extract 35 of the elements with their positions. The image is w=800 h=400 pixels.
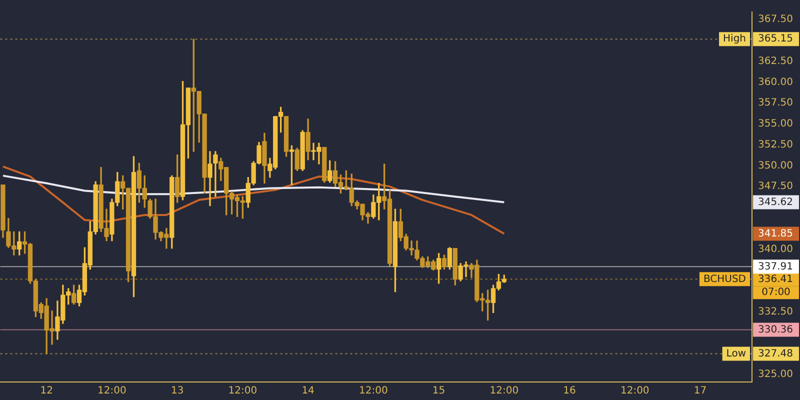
x-tick-label: 12:00 — [490, 386, 519, 397]
ref-line-label: Low — [726, 348, 746, 360]
y-tick-label: 341.85 — [758, 228, 793, 240]
y-tick-label: 355.00 — [758, 118, 793, 130]
y-tick-label: 365.15 — [758, 34, 793, 45]
y-tick-label: 357.50 — [758, 98, 793, 109]
y-tick-label: 325.00 — [758, 369, 793, 380]
candlestick — [213, 151, 218, 197]
y-tick-label: 337.91 — [758, 261, 793, 272]
y-tick-label: 360.00 — [758, 76, 793, 88]
text: 07:00 — [762, 286, 790, 298]
y-tick-label: 367.50 — [758, 14, 793, 26]
x-tick-label: 17 — [694, 386, 707, 397]
x-tick-label: 15 — [432, 386, 446, 397]
y-tick-label: 352.50 — [758, 139, 793, 150]
candlestick — [208, 151, 212, 206]
y-tick-label: 350.00 — [758, 160, 793, 172]
ref-line-label: BCHUSD — [703, 274, 746, 285]
y-tick-label: 345.62 — [758, 196, 793, 208]
y-tick-label: 340.00 — [758, 244, 793, 255]
x-tick-label: 12:00 — [359, 386, 388, 397]
x-tick-label: 12:00 — [98, 386, 126, 397]
x-tick-label: 14 — [302, 386, 314, 397]
x-tick-label: 16 — [563, 386, 576, 397]
x-tick-label: 12:00 — [228, 386, 258, 397]
y-tick-label: 330.36 — [758, 324, 793, 336]
y-tick-label: 362.50 — [758, 56, 793, 67]
ref-line-label: High — [723, 34, 746, 45]
x-tick-label: 12:00 — [620, 386, 650, 397]
y-tick-label: 336.41 — [758, 274, 793, 285]
x-tick-label: 12 — [40, 386, 53, 397]
y-tick-label: 332.50 — [758, 306, 793, 318]
x-tick-label: 13 — [170, 386, 184, 397]
y-tick-label: 347.50 — [758, 181, 793, 192]
y-tick-label: 327.48 — [758, 348, 793, 360]
